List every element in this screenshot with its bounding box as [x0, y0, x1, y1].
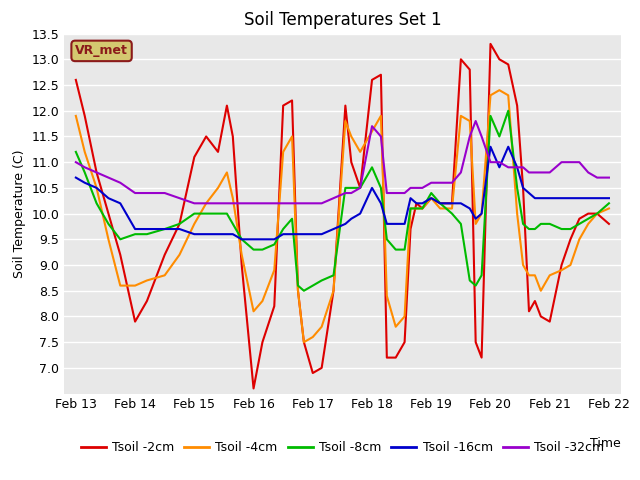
- Text: VR_met: VR_met: [75, 44, 128, 58]
- Legend: Tsoil -2cm, Tsoil -4cm, Tsoil -8cm, Tsoil -16cm, Tsoil -32cm: Tsoil -2cm, Tsoil -4cm, Tsoil -8cm, Tsoi…: [76, 436, 609, 459]
- Y-axis label: Soil Temperature (C): Soil Temperature (C): [13, 149, 26, 278]
- Title: Soil Temperatures Set 1: Soil Temperatures Set 1: [244, 11, 441, 29]
- Text: Time: Time: [590, 437, 621, 450]
